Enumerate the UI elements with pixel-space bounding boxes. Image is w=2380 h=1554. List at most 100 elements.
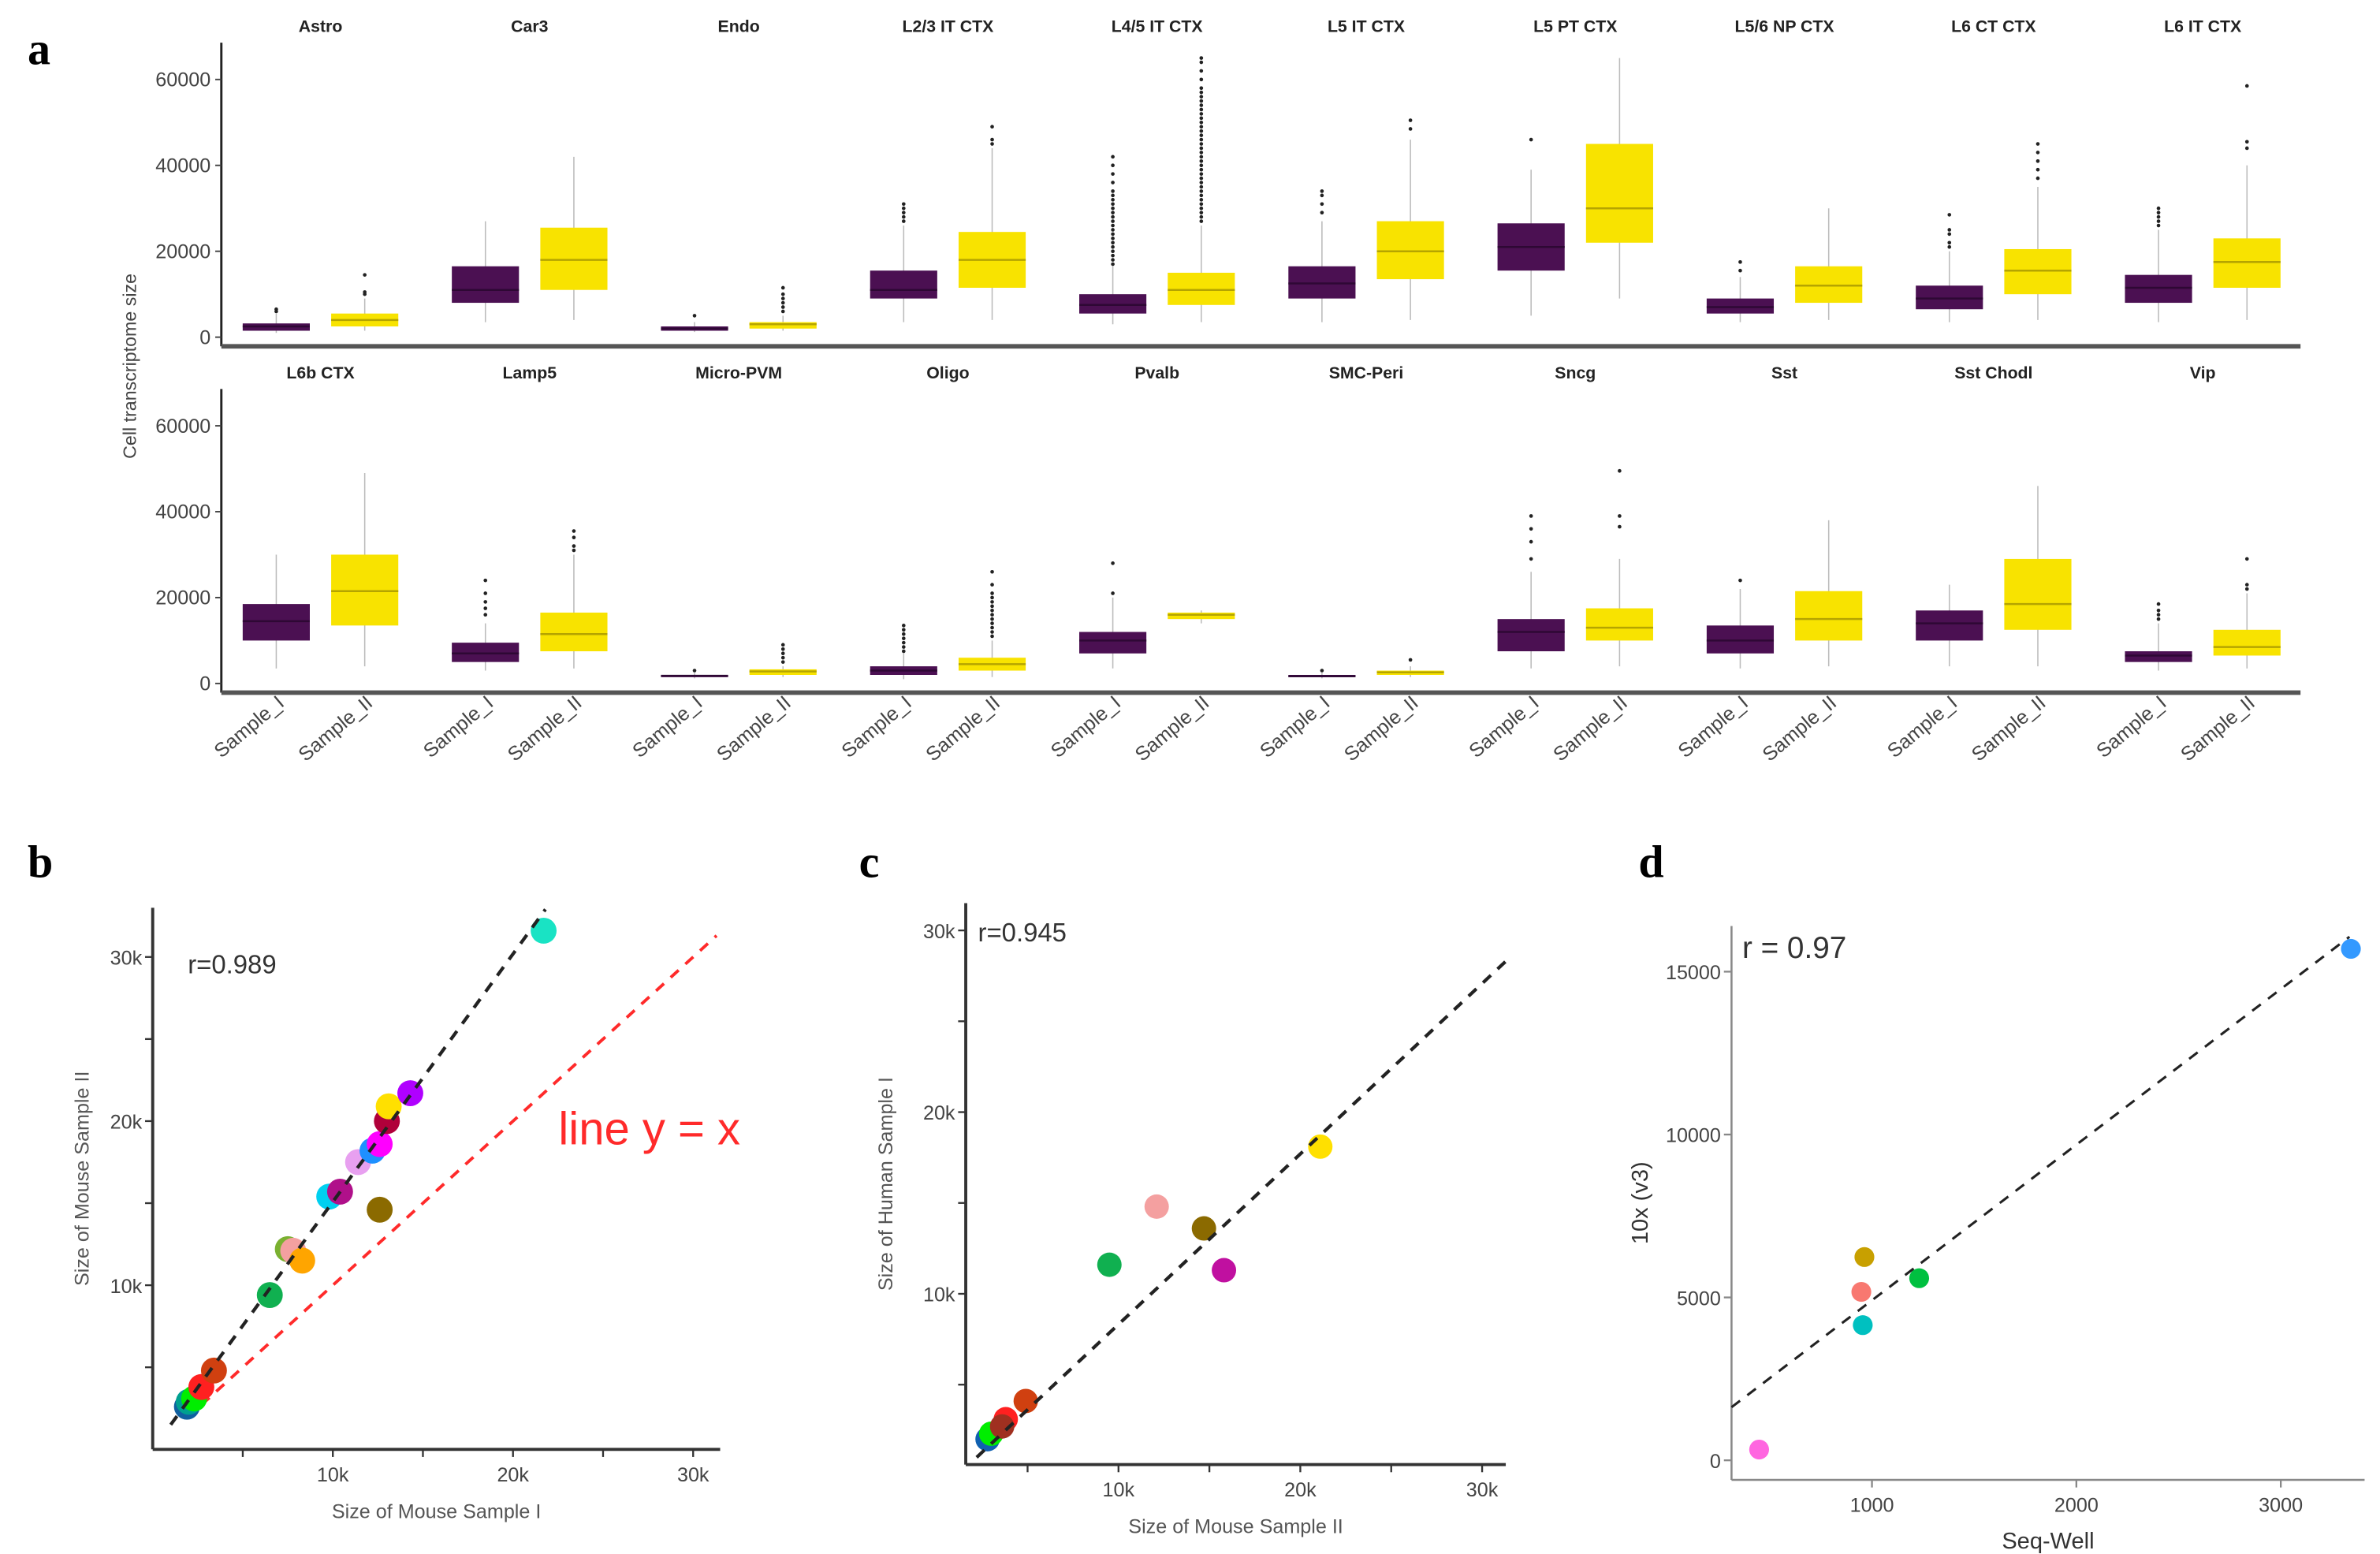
outlier-point [483, 600, 488, 604]
x-tick-label: Sample_I [210, 691, 289, 762]
outlier-point [1199, 158, 1204, 163]
outlier-point [990, 142, 994, 146]
outlier-point [1199, 99, 1204, 103]
box-sample_i [1079, 632, 1147, 654]
box-sample_ii [540, 613, 608, 652]
y-tick-label: 20k [923, 1102, 955, 1124]
outlier-point [780, 305, 785, 309]
outlier-point [1199, 112, 1204, 116]
facet-title: Vip [2190, 363, 2216, 382]
outlier-point [1529, 557, 1533, 561]
outlier-point [1111, 237, 1115, 240]
x-tick-label: Sample_I [1465, 691, 1543, 762]
outlier-point [1947, 240, 1952, 245]
outlier-point [1111, 228, 1115, 232]
outlier-point [1320, 202, 1324, 207]
panel-c-scatter: 10k 20k 30k 10k 20k 30k r=0.945 Size of Mouse S… [875, 903, 1507, 1538]
y-tick-label: 0 [199, 673, 210, 695]
outlier-point [990, 608, 994, 613]
outlier-point [1111, 189, 1115, 193]
outlier-point [1947, 228, 1952, 232]
y-tick-label: 15000 [1666, 962, 1721, 984]
outlier-point [990, 569, 994, 574]
facet-title: Oligo [926, 363, 969, 382]
outlier-point [1199, 86, 1204, 91]
y-tick-label: 40000 [155, 501, 210, 524]
box-sample_i [1916, 285, 1983, 310]
outlier-point [1111, 172, 1115, 176]
data-point [2341, 938, 2361, 960]
outlier-point [1111, 202, 1115, 207]
x-tick-label: 10k [317, 1464, 349, 1486]
data-point [367, 1131, 393, 1157]
y-tick-label: 40000 [155, 155, 210, 177]
correlation-annotation: r=0.945 [978, 918, 1067, 947]
outlier-point [990, 634, 994, 639]
outlier-point [1111, 232, 1115, 237]
outlier-point [1618, 514, 1622, 518]
box-sample_i [1916, 610, 1983, 641]
outlier-point [1111, 223, 1115, 228]
outlier-point [901, 202, 906, 207]
outlier-point [1320, 193, 1324, 198]
data-point [1144, 1194, 1169, 1219]
outlier-point [780, 643, 785, 647]
y-axis-title: Size of Mouse Sample II [71, 1071, 93, 1286]
outlier-point [483, 591, 488, 595]
outlier-point [901, 214, 906, 219]
y-tick-label: 0 [199, 326, 210, 348]
x-tick-label: 2000 [2054, 1495, 2099, 1517]
outlier-point [901, 632, 906, 636]
outlier-point [990, 600, 994, 604]
facet-title: Micro-PVM [695, 363, 782, 382]
data-point [1013, 1388, 1038, 1414]
outlier-point [572, 529, 576, 533]
outlier-point [2035, 158, 2040, 163]
data-point [200, 1357, 227, 1384]
outlier-point [2156, 223, 2161, 228]
outlier-point [990, 583, 994, 587]
x-tick-label: Sample_I [628, 691, 706, 762]
data-point [367, 1196, 393, 1223]
outlier-point [901, 649, 906, 654]
outlier-point [1111, 219, 1115, 223]
outlier-point [1199, 206, 1204, 211]
panel-label-a: a [28, 23, 50, 74]
outlier-point [1199, 137, 1204, 142]
panel-d-scatter: 1000 2000 3000 0 5000 10000 15000 r = 0.97 Seq-W… [1628, 926, 2365, 1554]
y-tick-label: 10000 [1666, 1125, 1721, 1147]
outlier-point [780, 285, 785, 290]
box-sample_i [1288, 266, 1356, 299]
outlier-point [1199, 90, 1204, 95]
outlier-point [990, 621, 994, 625]
outlier-point [1199, 107, 1204, 112]
facet-title: Endo [718, 17, 760, 36]
data-point [256, 1282, 283, 1309]
data-point [375, 1093, 402, 1120]
facet-title: Sst Chodl [1954, 363, 2032, 382]
outlier-point [2244, 146, 2249, 151]
outlier-point [1199, 95, 1204, 99]
data-point [531, 918, 557, 944]
outlier-point [1199, 151, 1204, 155]
outlier-point [990, 591, 994, 595]
box-sample_i [2125, 274, 2192, 304]
outlier-point [2156, 214, 2161, 219]
outlier-point [1408, 118, 1413, 122]
outlier-point [2244, 140, 2249, 144]
box-sample_i [1706, 298, 1775, 314]
outlier-point [363, 290, 367, 294]
outlier-point [901, 206, 906, 211]
outlier-point [901, 219, 906, 223]
x-tick-label: Sample_I [1047, 691, 1125, 762]
data-point [1851, 1281, 1872, 1302]
outlier-point [780, 651, 785, 656]
outlier-point [1111, 240, 1115, 245]
outlier-point [1529, 514, 1533, 518]
correlation-annotation: r=0.989 [188, 950, 276, 979]
data-point [1097, 1252, 1122, 1277]
box-sample_i [452, 643, 520, 662]
x-tick-label: Sample_II [713, 691, 795, 766]
panel-label-c: c [859, 837, 880, 888]
